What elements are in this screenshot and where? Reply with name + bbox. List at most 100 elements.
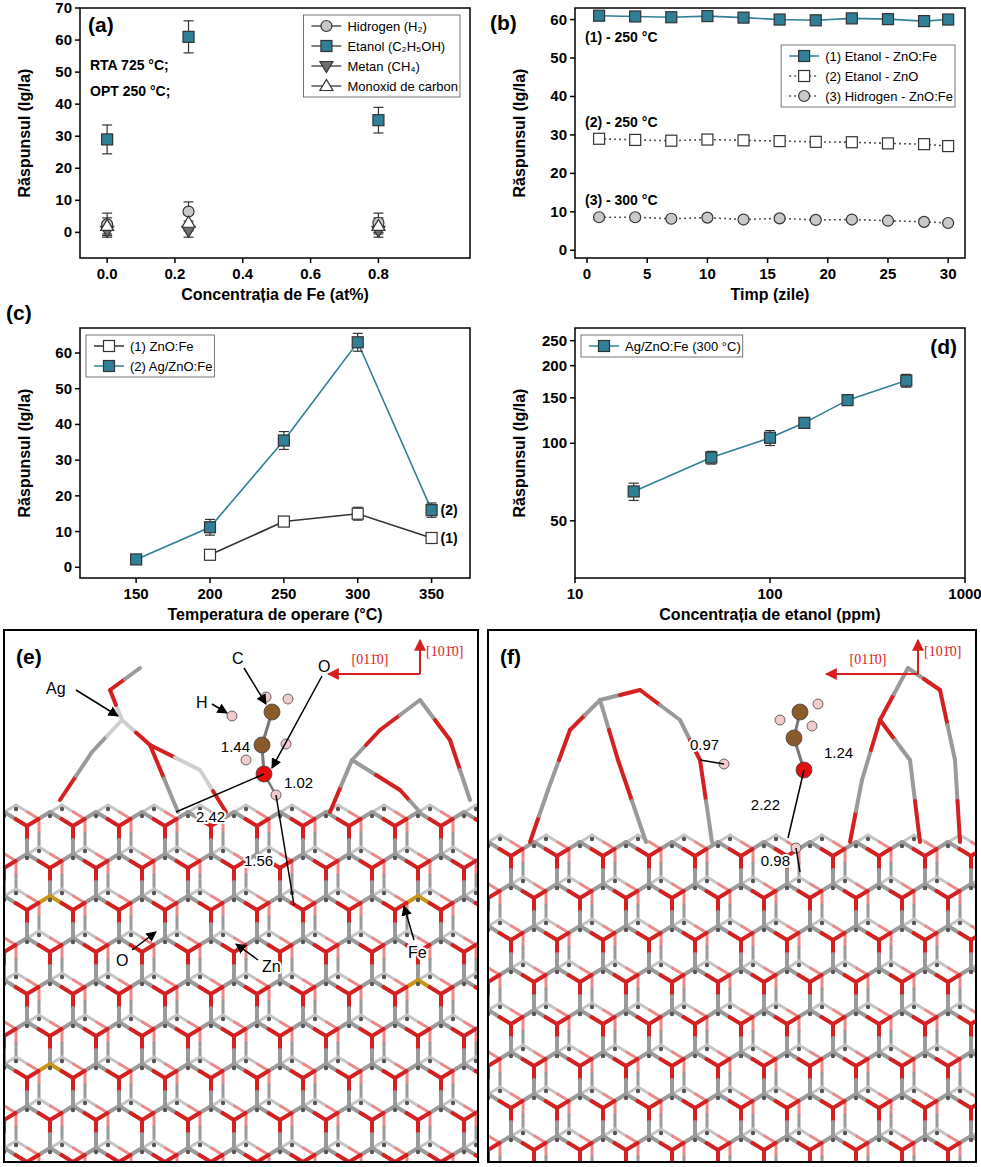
atom-dot bbox=[221, 1017, 225, 1021]
bond bbox=[38, 917, 41, 931]
bond bbox=[186, 1036, 190, 1050]
error-bar-cap bbox=[901, 387, 911, 388]
data-point bbox=[774, 213, 785, 224]
bond bbox=[176, 917, 179, 931]
y-tick-label: 10 bbox=[550, 203, 567, 220]
atom-dot bbox=[60, 891, 64, 895]
bond bbox=[84, 1001, 87, 1015]
bond bbox=[430, 903, 442, 910]
data-point bbox=[774, 14, 785, 25]
atom-dot bbox=[186, 1066, 190, 1070]
bond bbox=[407, 861, 419, 868]
bond bbox=[303, 819, 315, 826]
data-point bbox=[666, 213, 677, 224]
atom-dot bbox=[198, 975, 202, 979]
bond bbox=[223, 945, 235, 952]
bond bbox=[186, 952, 190, 966]
bond bbox=[153, 959, 156, 973]
atom-dot bbox=[232, 1150, 236, 1154]
arrow bbox=[236, 944, 258, 960]
bond bbox=[257, 987, 269, 994]
bond bbox=[50, 1029, 62, 1036]
bond bbox=[232, 1050, 236, 1064]
bond bbox=[25, 1008, 29, 1022]
bond bbox=[130, 1085, 133, 1099]
bond bbox=[292, 987, 304, 994]
chart-panel: 0510152025300102030405060Timp (zile)Răsp… bbox=[490, 8, 965, 303]
bond bbox=[453, 1113, 465, 1120]
atom-dot bbox=[958, 921, 962, 925]
data-point bbox=[630, 134, 641, 145]
x-tick-label: 20 bbox=[819, 265, 836, 282]
plot-marks bbox=[628, 374, 912, 500]
bond bbox=[107, 959, 110, 973]
bond bbox=[163, 924, 167, 938]
atom-dot bbox=[382, 807, 386, 811]
chart-panel: 1502002503003500102030405060Temperatura … bbox=[6, 301, 470, 623]
arrow bbox=[132, 932, 156, 950]
arrow bbox=[419, 640, 421, 674]
structure-panel: 0.971.242.220.98[011̄0][101̄0](f) bbox=[373, 630, 981, 1167]
bond bbox=[25, 1078, 29, 1092]
bond bbox=[200, 987, 212, 994]
distance-label: 1.56 bbox=[244, 852, 273, 869]
error-bar-cap bbox=[184, 20, 194, 21]
bond bbox=[393, 910, 397, 924]
legend: Hidrogen (H₂)Etanol (C₂H₅OH)Metan (CH₄)M… bbox=[303, 15, 460, 97]
atom-dot bbox=[60, 1059, 64, 1063]
bond bbox=[27, 903, 39, 910]
bond bbox=[420, 700, 435, 720]
bond bbox=[278, 1120, 282, 1134]
atom-dot bbox=[255, 940, 259, 944]
bond bbox=[393, 840, 397, 854]
bond bbox=[209, 924, 213, 938]
direction-label: [011̄0] bbox=[352, 652, 389, 667]
error-bar-cap bbox=[629, 483, 639, 484]
atom-dot bbox=[382, 891, 386, 895]
bond bbox=[108, 987, 120, 994]
bond bbox=[441, 1071, 453, 1078]
data-point bbox=[846, 13, 857, 24]
data-point bbox=[810, 136, 821, 147]
data-point bbox=[594, 212, 605, 223]
data-point bbox=[846, 137, 857, 148]
bond bbox=[211, 987, 223, 994]
atom-dot bbox=[313, 1017, 317, 1021]
legend: (1) Etanol - ZnO:Fe(2) Etanol - ZnO(3) H… bbox=[781, 45, 955, 107]
bond bbox=[324, 952, 328, 966]
atom-dot bbox=[94, 814, 98, 818]
atom-dot bbox=[71, 940, 75, 944]
atom-dot bbox=[278, 898, 282, 902]
bond bbox=[303, 987, 315, 994]
error-bar-cap bbox=[102, 213, 112, 214]
bond bbox=[39, 1029, 51, 1036]
bond bbox=[142, 1113, 154, 1120]
data-point bbox=[131, 554, 142, 565]
bond bbox=[71, 1078, 75, 1092]
bond bbox=[96, 945, 108, 952]
atom-dot bbox=[393, 1108, 397, 1112]
atom-dot bbox=[866, 837, 870, 841]
bond bbox=[209, 1008, 213, 1022]
bond bbox=[752, 947, 755, 961]
y-tick-label: 50 bbox=[55, 63, 72, 80]
bond bbox=[338, 1071, 350, 1078]
bond bbox=[393, 1078, 397, 1092]
atom-dot bbox=[359, 849, 363, 853]
bond bbox=[439, 994, 443, 1008]
lattice bbox=[4, 668, 478, 1162]
bond bbox=[245, 875, 248, 889]
atom-dot bbox=[682, 837, 686, 841]
bond bbox=[255, 826, 259, 840]
atom-dot bbox=[439, 940, 443, 944]
annotation: (2) bbox=[441, 502, 458, 518]
atom-dot bbox=[129, 1101, 133, 1105]
atom-dot bbox=[60, 807, 64, 811]
legend: (1) ZnO:Fe(2) Ag/ZnO:Fe bbox=[86, 335, 214, 377]
error-bar bbox=[765, 431, 775, 446]
bond bbox=[301, 826, 305, 840]
legend-box bbox=[303, 15, 460, 97]
bond bbox=[370, 1050, 374, 1064]
bond bbox=[361, 861, 373, 868]
y-tick-label: 20 bbox=[55, 487, 72, 504]
